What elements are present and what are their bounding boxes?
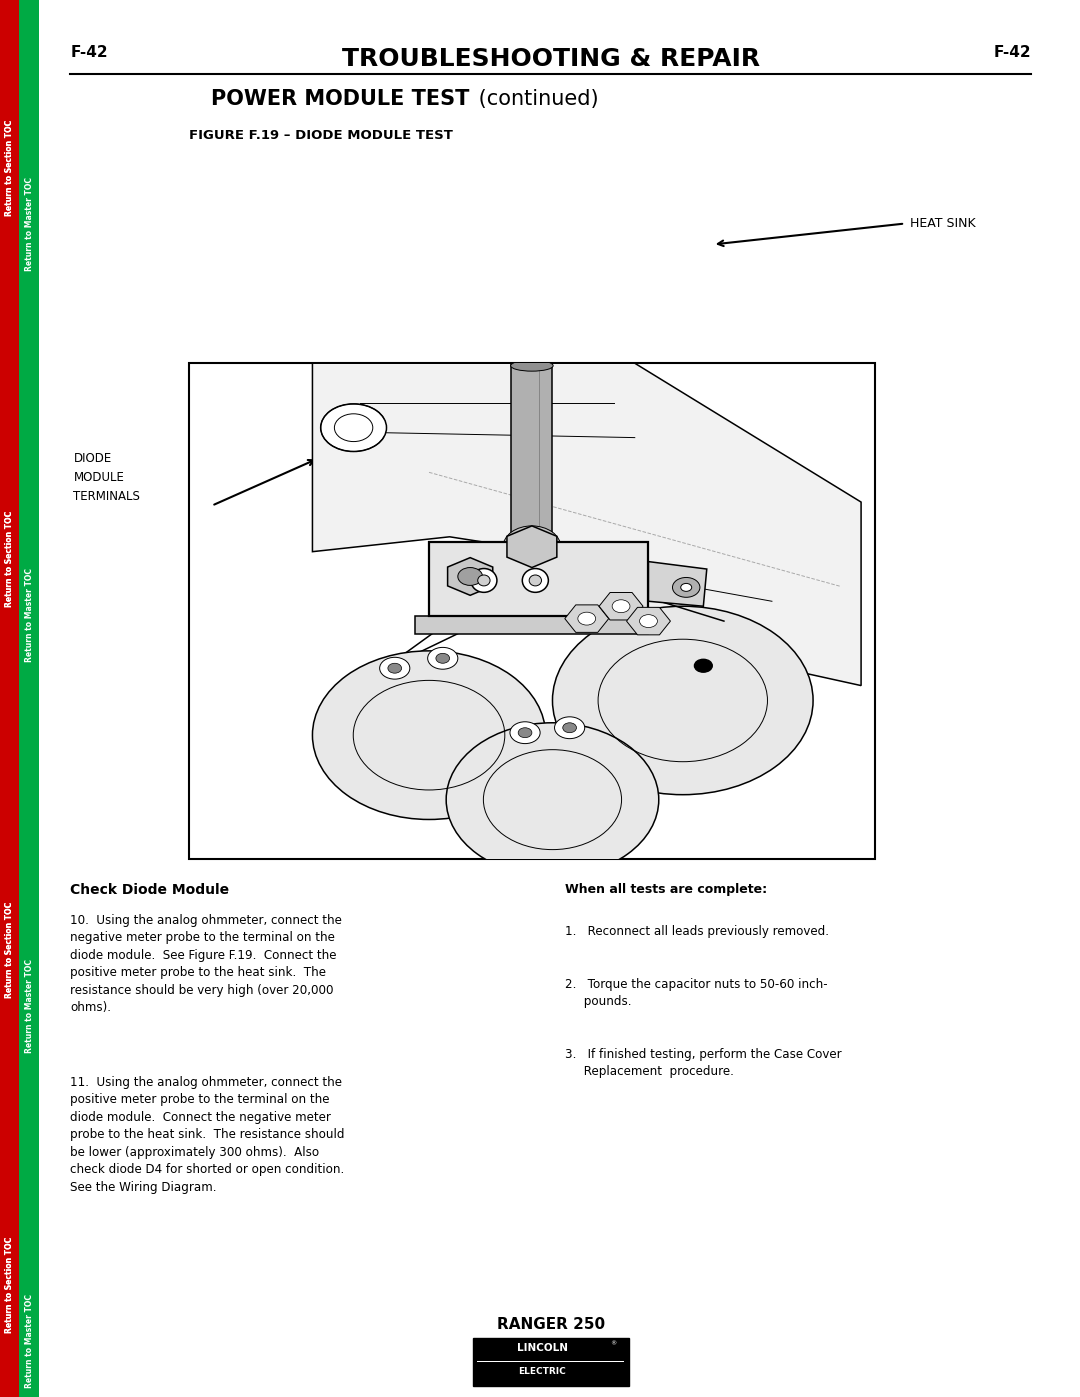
Polygon shape bbox=[648, 562, 706, 606]
Text: POWER MODULE TEST: POWER MODULE TEST bbox=[212, 89, 470, 109]
Circle shape bbox=[458, 567, 483, 585]
Text: ELECTRIC: ELECTRIC bbox=[518, 1368, 566, 1376]
Text: Check Diode Module: Check Diode Module bbox=[70, 883, 229, 897]
Text: Return to Section TOC: Return to Section TOC bbox=[5, 902, 14, 997]
Ellipse shape bbox=[471, 569, 497, 592]
Ellipse shape bbox=[477, 576, 490, 585]
Text: 1.   Reconnect all leads previously removed.: 1. Reconnect all leads previously remove… bbox=[565, 925, 828, 937]
Polygon shape bbox=[599, 592, 643, 620]
Ellipse shape bbox=[511, 360, 553, 372]
Circle shape bbox=[563, 722, 577, 732]
Text: Return to Master TOC: Return to Master TOC bbox=[25, 1294, 33, 1389]
Polygon shape bbox=[565, 605, 609, 633]
Polygon shape bbox=[626, 608, 671, 634]
Circle shape bbox=[612, 599, 630, 613]
Ellipse shape bbox=[529, 576, 541, 585]
Polygon shape bbox=[416, 616, 648, 633]
Text: Return to Section TOC: Return to Section TOC bbox=[5, 511, 14, 606]
Circle shape bbox=[673, 577, 700, 598]
Text: RANGER 250: RANGER 250 bbox=[497, 1317, 605, 1331]
Text: 2.   Torque the capacitor nuts to 50-60 inch-
     pounds.: 2. Torque the capacitor nuts to 50-60 in… bbox=[565, 978, 827, 1009]
Text: Return to Section TOC: Return to Section TOC bbox=[5, 1238, 14, 1333]
Polygon shape bbox=[507, 525, 557, 567]
Text: Return to Section TOC: Return to Section TOC bbox=[5, 511, 14, 606]
Text: (continued): (continued) bbox=[472, 89, 598, 109]
Circle shape bbox=[518, 728, 532, 738]
Text: DIODE
MODULE
TERMINALS: DIODE MODULE TERMINALS bbox=[73, 453, 140, 503]
Circle shape bbox=[503, 525, 561, 567]
Circle shape bbox=[380, 658, 409, 679]
Text: 11.  Using the analog ohmmeter, connect the
positive meter probe to the terminal: 11. Using the analog ohmmeter, connect t… bbox=[70, 1076, 345, 1193]
Text: HEAT SINK: HEAT SINK bbox=[910, 217, 976, 231]
Text: Return to Master TOC: Return to Master TOC bbox=[25, 176, 33, 271]
Bar bbox=[19, 0, 39, 1397]
Text: When all tests are complete:: When all tests are complete: bbox=[565, 883, 767, 895]
Text: F-42: F-42 bbox=[70, 45, 108, 60]
Text: 10.  Using the analog ohmmeter, connect the
negative meter probe to the terminal: 10. Using the analog ohmmeter, connect t… bbox=[70, 914, 342, 1014]
Text: Return to Section TOC: Return to Section TOC bbox=[5, 902, 14, 997]
Circle shape bbox=[680, 584, 691, 591]
Circle shape bbox=[578, 612, 596, 624]
Text: Return to Section TOC: Return to Section TOC bbox=[5, 120, 14, 215]
Circle shape bbox=[639, 615, 658, 627]
Ellipse shape bbox=[523, 569, 549, 592]
Circle shape bbox=[428, 647, 458, 669]
Polygon shape bbox=[312, 363, 861, 686]
Text: LINCOLN: LINCOLN bbox=[516, 1343, 568, 1354]
Text: F-42: F-42 bbox=[994, 45, 1031, 60]
Circle shape bbox=[510, 722, 540, 743]
Circle shape bbox=[446, 722, 659, 876]
Text: Return to Master TOC: Return to Master TOC bbox=[25, 567, 33, 662]
Text: TROUBLESHOOTING & REPAIR: TROUBLESHOOTING & REPAIR bbox=[341, 47, 760, 71]
Bar bbox=[189, 363, 875, 859]
Polygon shape bbox=[511, 363, 553, 562]
Circle shape bbox=[321, 404, 387, 451]
Text: ®: ® bbox=[610, 1341, 617, 1347]
Circle shape bbox=[312, 651, 545, 820]
Text: FIGURE F.19 – DIODE MODULE TEST: FIGURE F.19 – DIODE MODULE TEST bbox=[189, 129, 453, 141]
Circle shape bbox=[553, 606, 813, 795]
Circle shape bbox=[513, 532, 551, 560]
Circle shape bbox=[436, 654, 449, 664]
Bar bbox=[477, 1361, 624, 1362]
Polygon shape bbox=[447, 557, 492, 595]
Bar bbox=[473, 1338, 629, 1386]
Text: Return to Master TOC: Return to Master TOC bbox=[25, 958, 33, 1053]
Circle shape bbox=[694, 659, 713, 672]
Text: 3.   If finished testing, perform the Case Cover
     Replacement  procedure.: 3. If finished testing, perform the Case… bbox=[565, 1048, 841, 1078]
Text: Return to Section TOC: Return to Section TOC bbox=[5, 120, 14, 215]
Text: Return to Section TOC: Return to Section TOC bbox=[5, 1238, 14, 1333]
Bar bbox=[429, 542, 648, 616]
Bar bbox=[0, 0, 19, 1397]
Circle shape bbox=[554, 717, 584, 739]
Circle shape bbox=[388, 664, 402, 673]
